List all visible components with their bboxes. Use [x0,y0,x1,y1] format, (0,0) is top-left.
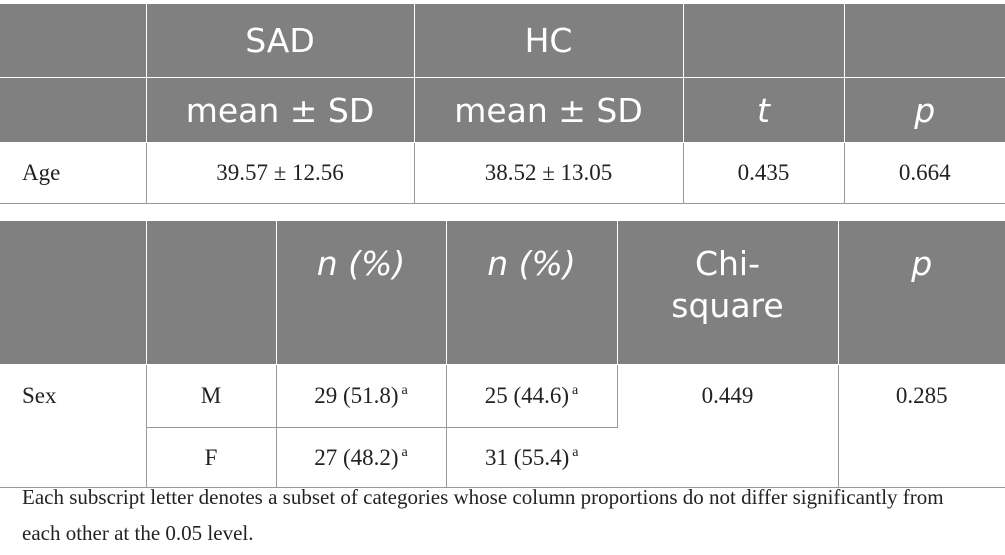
subheader-p: p [844,77,1005,143]
age-t-value: 0.435 [683,142,845,204]
subheader-hc-mean-sd: mean ± SD [414,77,684,143]
superscript-marker: a [572,383,579,399]
header-hc-n-percent: n (%) [446,221,618,365]
header-empty-cell [0,77,147,143]
age-p-value: 0.664 [844,142,1005,204]
superscript-marker: a [401,444,408,460]
table-footnote: Each subscript letter denotes a subset o… [22,485,944,545]
header-chi-square: Chi-square [617,221,839,365]
superscript-marker: a [572,444,579,460]
age-hc-value: 38.52 ± 13.05 [414,142,684,204]
m-sad-count: 29 (51.8) a [276,364,447,428]
header-empty-cell [0,4,147,78]
sex-table: n (%) n (%) Chi-square p Sex M 29 (51.8)… [0,221,1005,488]
level-label-m: M [146,364,277,428]
subheader-t: t [683,77,845,143]
level-label-f: F [146,427,277,488]
header-sad-n-percent: n (%) [276,221,447,365]
row-label-age: Age [0,142,147,204]
sex-p-value: 0.285 [838,364,1005,488]
m-hc-count: 25 (44.6) a [446,364,618,428]
header-empty-cell [683,4,845,78]
group-header-sad: SAD [146,4,415,78]
chi-square-value: 0.449 [617,364,839,488]
f-sad-count: 27 (48.2) a [276,427,447,488]
age-table: SAD HC mean ± SD mean ± SD t p Age 39.57… [0,4,1005,204]
superscript-marker: a [401,383,408,399]
subheader-sad-mean-sd: mean ± SD [146,77,415,143]
header-empty-cell [844,4,1005,78]
age-sad-value: 39.57 ± 12.56 [146,142,415,204]
group-header-hc: HC [414,4,684,78]
header-empty-cell [146,221,277,365]
header-p: p [838,221,1005,365]
f-hc-count: 31 (55.4) a [446,427,617,488]
header-empty-cell [0,221,147,365]
variable-label-sex: Sex [0,364,147,488]
